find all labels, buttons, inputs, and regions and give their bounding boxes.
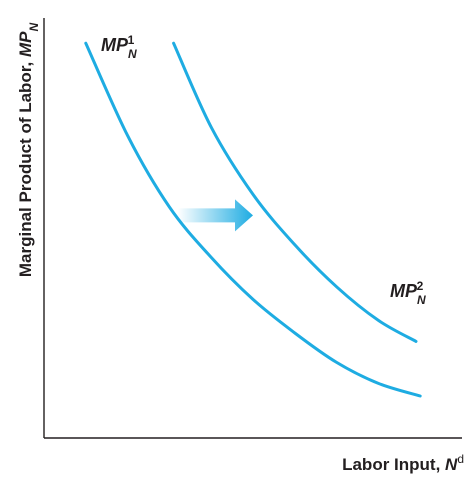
y-axis-label: Marginal Product of Labor, MPN <box>16 23 41 278</box>
series-2-line <box>172 41 418 343</box>
series-2-label: MPN2 <box>390 279 426 307</box>
series-1-line <box>84 41 422 398</box>
axes <box>43 18 462 439</box>
x-axis-label: Labor Input, Nd <box>342 452 464 474</box>
series-1-label: MPN1 <box>101 33 137 61</box>
curves <box>84 41 422 398</box>
shift-arrow-icon <box>177 199 253 232</box>
